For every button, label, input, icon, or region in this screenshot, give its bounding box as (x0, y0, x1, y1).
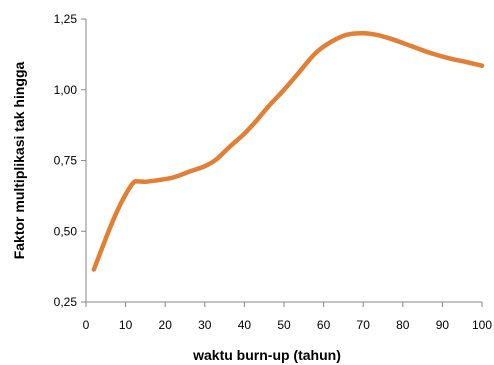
y-axis: 0,25 0,50 0,75 1,00 1,25 (54, 12, 87, 309)
y-axis-title: Faktor multiplikasi tak hingga (11, 61, 27, 259)
x-tick-label: 0 (83, 318, 90, 332)
y-tick-label: 0,25 (54, 295, 78, 309)
x-tick-label: 60 (317, 318, 331, 332)
y-tick-label: 1,00 (54, 83, 78, 97)
y-tick-label: 0,75 (54, 154, 78, 168)
x-tick-label: 80 (396, 318, 410, 332)
x-tick-label: 70 (357, 318, 371, 332)
x-tick-label: 90 (436, 318, 450, 332)
series-lines (91, 30, 485, 272)
x-tick-label: 40 (238, 318, 252, 332)
x-tick-label: 30 (198, 318, 212, 332)
x-tick-label: 10 (119, 318, 133, 332)
x-tick-label: 50 (277, 318, 291, 332)
y-tick-label: 0,50 (54, 224, 78, 238)
x-axis-title: waktu burn-up (tahun) (192, 347, 341, 363)
y-tick-label: 1,25 (54, 12, 78, 26)
x-tick-label: 100 (472, 318, 492, 332)
x-tick-label: 20 (159, 318, 173, 332)
x-axis: 0 10 20 30 40 50 60 70 80 90 100 (83, 301, 492, 332)
series-line (91, 30, 485, 272)
